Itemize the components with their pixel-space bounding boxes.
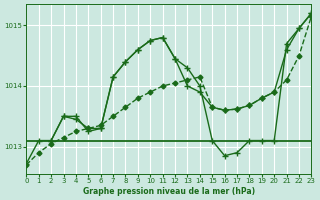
X-axis label: Graphe pression niveau de la mer (hPa): Graphe pression niveau de la mer (hPa) <box>83 187 255 196</box>
